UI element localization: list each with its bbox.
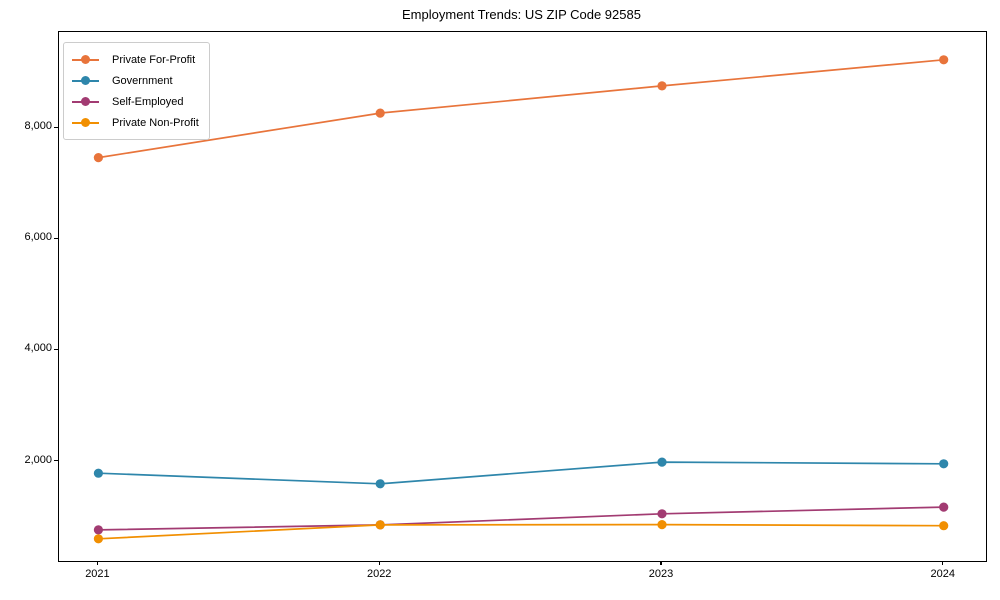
legend-item-self-employed: Self-Employed <box>72 91 199 112</box>
y-axis-tick-label: 8,000 <box>24 120 52 133</box>
x-axis-tick-label: 2024 <box>930 568 955 580</box>
x-axis-tick-label: 2023 <box>648 568 674 580</box>
legend-label: Government <box>112 74 173 87</box>
x-axis-tick <box>660 561 662 565</box>
data-point-marker <box>939 521 949 531</box>
series-line-private-for-profit <box>98 58 944 159</box>
data-point-marker <box>657 457 667 467</box>
legend-item-government: Government <box>72 70 199 91</box>
data-point-marker <box>93 525 103 535</box>
plot-area: Private For-Profit Government Self-Employe… <box>58 31 987 562</box>
y-axis-tick <box>54 237 58 239</box>
legend-item-private-for-profit: Private For-Profit <box>72 49 199 70</box>
y-axis-tick-label: 4,000 <box>24 342 52 355</box>
plot-series-svg <box>93 55 949 544</box>
data-point-marker <box>939 459 949 469</box>
data-point-marker <box>939 502 949 512</box>
legend: Private For-Profit Government Self-Employe… <box>63 42 210 140</box>
series-line-government <box>98 461 944 485</box>
y-axis-tick-label: 2,000 <box>24 453 52 466</box>
legend-label: Private Non-Profit <box>112 116 199 129</box>
data-point-marker <box>375 108 385 118</box>
series-line-private-non-profit <box>98 523 944 540</box>
legend-label: Private For-Profit <box>112 53 196 66</box>
data-point-marker <box>93 468 103 478</box>
y-axis-tick-label: 6,000 <box>24 231 52 244</box>
x-axis-tick-label: 2022 <box>366 568 392 580</box>
legend-line-dot-marker <box>72 54 99 65</box>
chart-title: Employment Trends: US ZIP Code 92585 <box>402 7 641 22</box>
y-axis-tick <box>54 348 58 351</box>
data-point-marker <box>657 520 667 530</box>
legend-line-dot-marker <box>72 96 99 107</box>
data-point-marker <box>93 153 103 163</box>
legend-line-dot-marker <box>72 75 99 86</box>
x-axis-tick <box>942 561 944 565</box>
data-point-marker <box>939 55 949 65</box>
data-point-marker <box>93 534 103 544</box>
series-line-self-employed <box>98 506 944 531</box>
x-axis-tick <box>96 561 99 565</box>
data-point-marker <box>657 509 667 519</box>
x-axis-tick-label: 2021 <box>85 568 110 580</box>
legend-item-private-non-profit: Private Non-Profit <box>72 112 199 133</box>
data-point-marker <box>657 81 667 91</box>
y-axis-tick <box>54 460 58 462</box>
y-axis-tick <box>54 126 58 128</box>
data-point-marker <box>375 520 385 530</box>
data-point-marker <box>375 479 385 489</box>
legend-label: Self-Employed <box>112 95 184 108</box>
legend-line-dot-marker <box>72 117 99 128</box>
x-axis-tick <box>378 561 380 565</box>
